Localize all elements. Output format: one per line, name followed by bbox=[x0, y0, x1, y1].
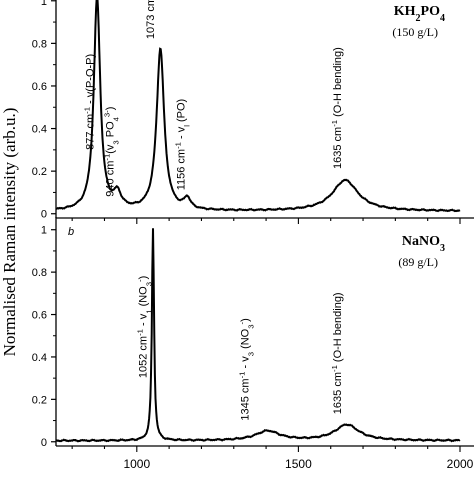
y-axis-label: Normalised Raman intensity (arb.u.) bbox=[0, 108, 19, 357]
y-tick-label: 0.8 bbox=[32, 267, 47, 279]
spectrum-line bbox=[55, 0, 461, 213]
y-tick-label: 1 bbox=[41, 225, 47, 237]
y-tick-label: 0.6 bbox=[32, 310, 47, 322]
panel-label: b bbox=[68, 226, 74, 238]
y-tick-label: 0 bbox=[41, 437, 47, 449]
sample-formula: KH2PO4 bbox=[394, 4, 445, 24]
peak-annotation: 1345 cm-1 - v3 (NO3-) bbox=[237, 318, 255, 420]
panel-bottom: 0 0.2 0.4 0.6 0.8 1 1000 1500 2000 1052 cm-1 - v1… bbox=[32, 217, 474, 471]
x-tick-label: 1000 bbox=[123, 457, 150, 471]
peak-annotation: 1635 cm-1 (O-H bending) bbox=[330, 47, 345, 169]
y-tick-label: 0.6 bbox=[32, 81, 47, 93]
panel-top: 0 0.2 0.4 0.6 0.8 1 877 cm-1 - v(P-O-P) 940 cm-… bbox=[32, 0, 474, 224]
y-tick-label: 0.2 bbox=[32, 394, 47, 406]
x-tick-label: 2000 bbox=[447, 457, 474, 471]
peak-annotation: 1073 cm-1 - v3 (PO bbox=[142, 0, 160, 39]
peak-annotation: 877 cm-1 - v(P-O-P) bbox=[82, 54, 97, 150]
peak-annotation: 1156 cm-1 - vl (PO) bbox=[173, 99, 191, 191]
y-tick-label: 0.2 bbox=[32, 166, 47, 178]
y-tick-label: 0 bbox=[41, 209, 47, 221]
y-tick-label: 0.4 bbox=[32, 352, 47, 364]
peak-annotation: 1635 cm-1 (O-H bending) bbox=[330, 292, 345, 414]
spectrum-line bbox=[55, 228, 461, 443]
x-tick-label: 1500 bbox=[285, 457, 312, 471]
peak-annotation: 940 cm-1(v3 PO43-) bbox=[102, 107, 120, 197]
y-tick-label: 0.8 bbox=[32, 38, 47, 50]
sample-concentration: (89 g/L) bbox=[398, 255, 438, 269]
sample-concentration: (150 g/L) bbox=[392, 25, 438, 39]
y-tick-label: 1 bbox=[41, 0, 47, 8]
sample-formula: NaNO3 bbox=[402, 234, 445, 254]
peak-annotation: 1052 cm-1 - v1 (NO3-) bbox=[135, 276, 153, 378]
y-tick-label: 0.4 bbox=[32, 124, 47, 136]
